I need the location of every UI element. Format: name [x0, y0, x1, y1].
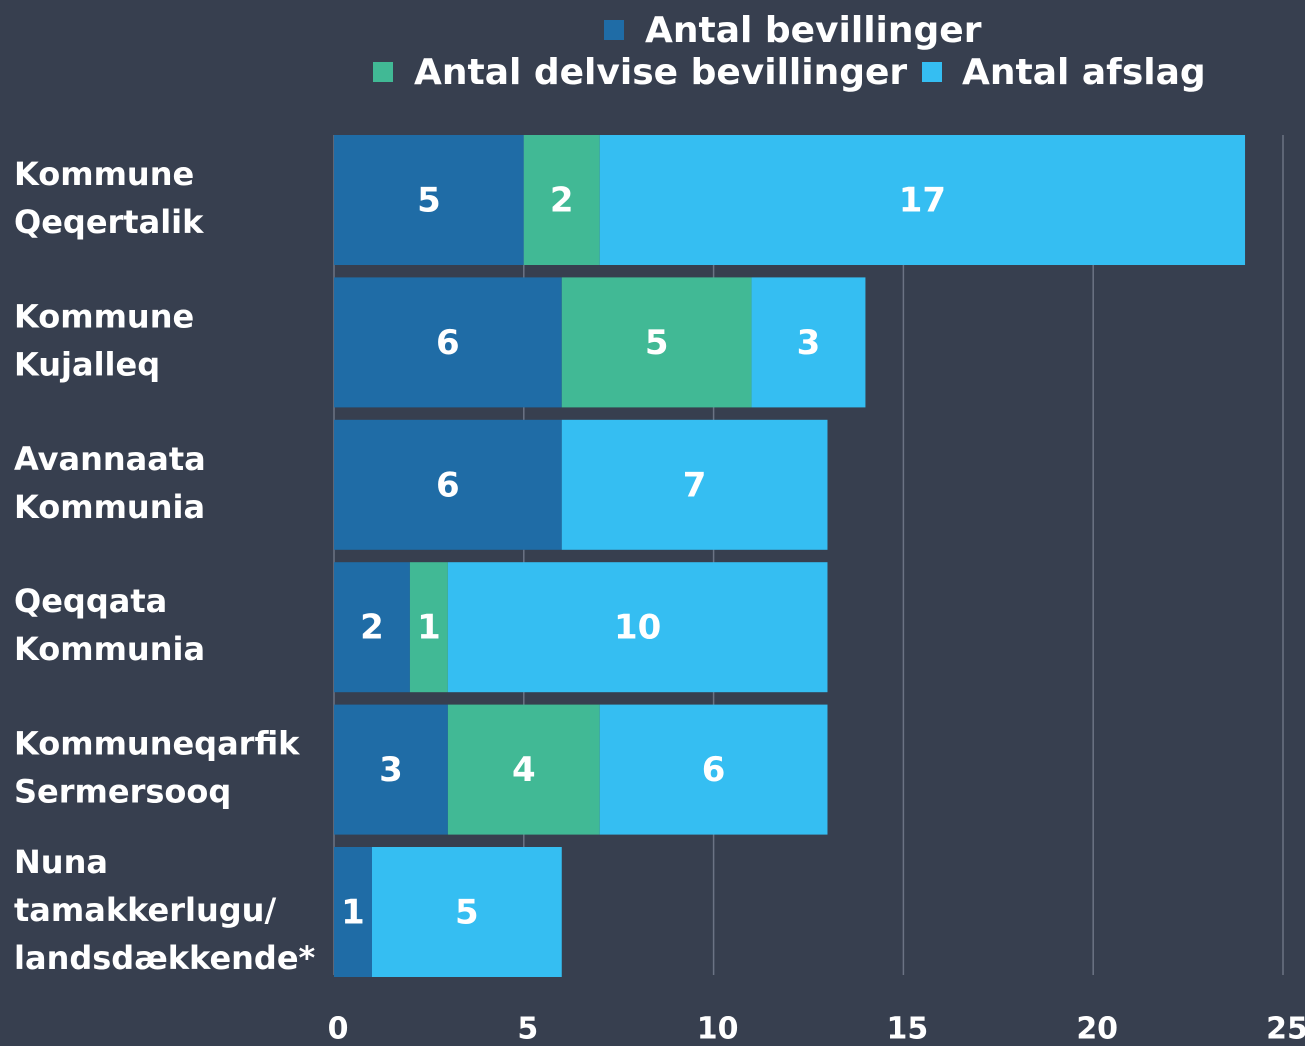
value-label: 4 — [512, 750, 536, 790]
value-label: 1 — [417, 608, 441, 648]
bar-segment — [371, 847, 562, 977]
value-label: 5 — [417, 181, 441, 221]
legend-label: Antal bevillinger — [645, 10, 982, 51]
value-label: 5 — [455, 893, 479, 933]
value-label: 6 — [436, 323, 460, 363]
value-label: 1 — [341, 893, 365, 933]
legend-swatch — [604, 20, 624, 40]
bar-segment — [334, 562, 410, 693]
value-label: 5 — [645, 323, 669, 363]
category-label: Kommuneqarfik Sermersooq — [14, 725, 300, 811]
value-label: 2 — [360, 608, 384, 648]
category-label: Avannaata Kommunia — [14, 440, 206, 526]
value-label: 10 — [614, 608, 661, 648]
value-label: 7 — [683, 465, 707, 505]
value-label: 2 — [550, 181, 574, 221]
value-label: 6 — [702, 750, 726, 790]
category-label: Nuna tamakkerlugu/landsdækkende* — [14, 843, 316, 977]
x-tick-label: 10 — [697, 1012, 739, 1046]
bar-segment — [334, 847, 372, 977]
x-tick-label: 15 — [887, 1012, 929, 1046]
bar-segment — [751, 277, 866, 408]
category-label: Kommune Kujalleq — [14, 297, 194, 383]
bar-segment — [409, 562, 448, 693]
bar-segment — [561, 277, 752, 408]
bar-segment — [334, 419, 562, 550]
bar-segment — [599, 704, 828, 835]
value-label: 17 — [899, 181, 946, 221]
bar-segment — [334, 277, 562, 408]
x-tick-label: 0 — [328, 1012, 349, 1046]
category-label: Qeqqata Kommunia — [14, 582, 205, 668]
value-label: 6 — [436, 465, 460, 505]
category-label: Kommune Qeqertalik — [14, 155, 204, 241]
bar-segment — [334, 135, 524, 265]
legend-swatch — [922, 62, 942, 82]
x-tick-label: 25 — [1266, 1012, 1305, 1046]
bar-segment — [334, 704, 448, 835]
bar-segment — [561, 419, 828, 550]
x-tick-label: 20 — [1076, 1012, 1118, 1046]
bar-segment — [523, 135, 600, 265]
value-label: 3 — [379, 750, 403, 790]
bar-segment — [447, 562, 828, 693]
bar-segment — [447, 704, 600, 835]
legend-swatch — [373, 62, 393, 82]
x-tick-label: 5 — [517, 1012, 538, 1046]
value-label: 3 — [797, 323, 821, 363]
legend-label: Antal delvise bevillinger — [414, 52, 907, 93]
legend-label: Antal afslag — [962, 52, 1206, 93]
bar-segment — [599, 135, 1246, 265]
